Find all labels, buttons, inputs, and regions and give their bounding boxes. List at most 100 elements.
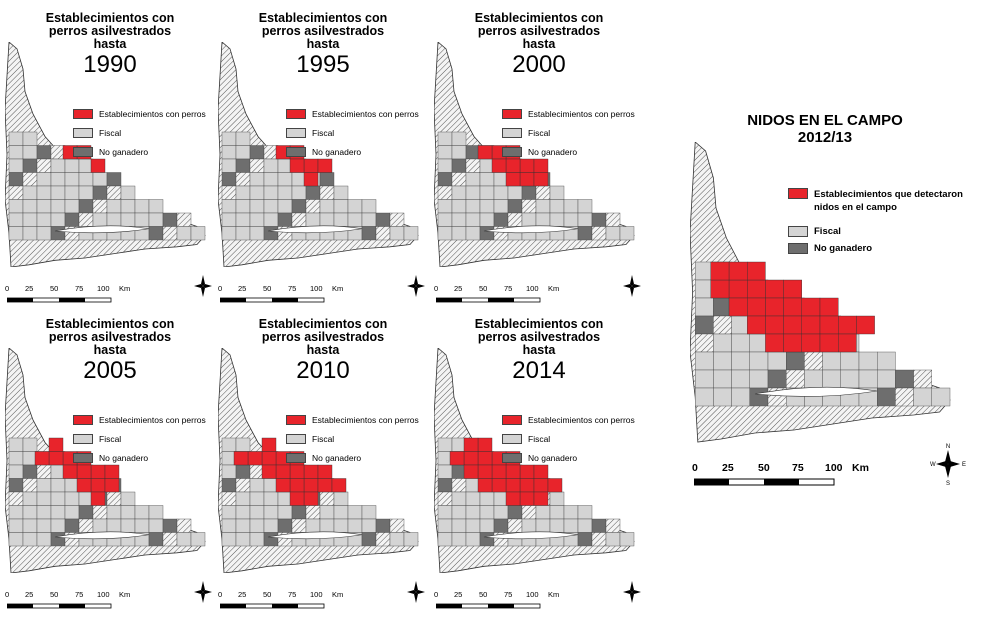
legend-swatch bbox=[502, 452, 522, 463]
lake-shape bbox=[483, 531, 579, 540]
panel-year: 2010 bbox=[296, 357, 350, 384]
legend-item: No ganadero bbox=[502, 452, 635, 463]
property-parcels bbox=[221, 131, 419, 241]
legend-swatch bbox=[73, 127, 93, 138]
legend-swatch bbox=[286, 146, 306, 157]
legend-label: No ganadero bbox=[312, 452, 362, 463]
island-map bbox=[218, 42, 419, 267]
legend-label: Establecimientos con perros bbox=[99, 414, 206, 425]
legend-label: Fiscal bbox=[312, 127, 335, 138]
legend-label: No ganadero bbox=[312, 146, 362, 157]
legend-item-fiscal: Fiscal bbox=[788, 226, 974, 237]
legend-item: No ganadero bbox=[73, 146, 206, 157]
nests-map bbox=[690, 142, 951, 443]
legend-item: Establecimientos con perros bbox=[73, 108, 206, 119]
panel-year: 2000 bbox=[512, 51, 566, 78]
scale-bar: 0 25 50 75 100 Km bbox=[434, 284, 634, 312]
legend-swatch bbox=[502, 414, 522, 425]
legend-item: Fiscal bbox=[73, 433, 206, 444]
nests-map-legend: Establecimientos que detectaron nidos en… bbox=[788, 188, 974, 266]
legend-label: Fiscal bbox=[528, 127, 551, 138]
legend-swatch bbox=[502, 433, 522, 444]
panel-year: 1995 bbox=[296, 51, 350, 78]
compass-rose-icon bbox=[407, 275, 425, 297]
map-legend: Establecimientos con perros Fiscal No gana… bbox=[73, 414, 206, 471]
legend-item: No ganadero bbox=[502, 146, 635, 157]
panel-title: Establecimientos con perros asilvestrados… bbox=[45, 11, 175, 51]
panel-year: 2014 bbox=[512, 357, 566, 384]
legend-item: No ganadero bbox=[286, 452, 419, 463]
compass-rose-icon bbox=[407, 581, 425, 603]
legend-label: Fiscal bbox=[99, 433, 122, 444]
nests-map-scale: 0 25 50 75 100 Km bbox=[692, 462, 869, 492]
legend-swatch bbox=[73, 433, 93, 444]
legend-item: Establecimientos con perros bbox=[502, 414, 635, 425]
lake-shape bbox=[483, 225, 579, 234]
map-legend: Establecimientos con perros Fiscal No gana… bbox=[286, 414, 419, 471]
lake-shape bbox=[267, 531, 363, 540]
island-map bbox=[434, 42, 635, 267]
scale-bar: 0 25 50 75 100 Km bbox=[218, 590, 418, 618]
nests-map-panel: NIDOS EN EL CAMPO 2012/13 Establecimient… bbox=[690, 112, 980, 612]
legend-swatch-fiscal bbox=[788, 226, 808, 237]
scale-bar: 0 25 50 75 100 Km bbox=[5, 590, 205, 618]
compass-rose-icon bbox=[623, 275, 641, 297]
legend-item: Fiscal bbox=[286, 127, 419, 138]
legend-swatch bbox=[286, 108, 306, 119]
panel-year: 1990 bbox=[83, 51, 137, 78]
legend-item: Establecimientos con perros bbox=[73, 414, 206, 425]
panel-year: 2005 bbox=[83, 357, 137, 384]
legend-label: Establecimientos con perros bbox=[99, 108, 206, 119]
property-parcels bbox=[8, 131, 206, 241]
legend-swatch bbox=[286, 452, 306, 463]
legend-swatch bbox=[73, 108, 93, 119]
scale-bar: 0 25 50 75 100 Km bbox=[434, 590, 634, 618]
legend-item-nests: Establecimientos que detectaron nidos en… bbox=[788, 188, 974, 214]
panel-title: Establecimientos con perros asilvestrados… bbox=[474, 11, 604, 51]
nests-map-title: NIDOS EN EL CAMPO 2012/13 bbox=[747, 112, 903, 146]
lake-shape bbox=[54, 225, 150, 234]
map-panel-2005: Establecimientos con perros asilvestrados… bbox=[5, 318, 215, 618]
map-legend: Establecimientos con perros Fiscal No gana… bbox=[502, 414, 635, 471]
legend-swatch bbox=[286, 127, 306, 138]
legend-label: No ganadero bbox=[99, 452, 149, 463]
scale-bar: 0 25 50 75 100 Km bbox=[218, 284, 418, 312]
svg-text:E: E bbox=[962, 462, 966, 468]
legend-swatch-no-ganadero bbox=[788, 243, 808, 254]
map-legend: Establecimientos con perros Fiscal No gana… bbox=[73, 108, 206, 165]
legend-swatch bbox=[286, 433, 306, 444]
dog-establishments-area bbox=[449, 437, 563, 506]
legend-label: No ganadero bbox=[528, 146, 578, 157]
legend-item: Fiscal bbox=[502, 127, 635, 138]
lake-shape bbox=[754, 386, 878, 397]
map-panel-2014: Establecimientos con perros asilvestrados… bbox=[434, 318, 644, 618]
legend-label: Fiscal bbox=[312, 433, 335, 444]
legend-swatch bbox=[502, 108, 522, 119]
map-panel-1995: Establecimientos con perros asilvestrados… bbox=[218, 12, 428, 312]
dog-establishments-area bbox=[710, 261, 875, 353]
compass-rose-icon bbox=[194, 275, 212, 297]
legend-swatch bbox=[73, 146, 93, 157]
compass-rose-icon bbox=[194, 581, 212, 603]
svg-text:N: N bbox=[946, 444, 950, 450]
legend-label: Fiscal bbox=[528, 433, 551, 444]
legend-label: Fiscal bbox=[99, 127, 122, 138]
compass-rose-icon bbox=[623, 581, 641, 603]
panel-title: Establecimientos con perros asilvestrados… bbox=[474, 317, 604, 357]
legend-item-no-ganadero: No ganadero bbox=[788, 243, 974, 254]
legend-item: Establecimientos con perros bbox=[502, 108, 635, 119]
island-map bbox=[5, 42, 206, 267]
scale-bar bbox=[694, 478, 835, 486]
scale-bar: 0 25 50 75 100 Km bbox=[5, 284, 205, 312]
map-legend: Establecimientos con perros Fiscal No gana… bbox=[502, 108, 635, 165]
legend-label: Establecimientos con perros bbox=[312, 414, 419, 425]
island-map bbox=[434, 348, 635, 573]
legend-swatch bbox=[73, 414, 93, 425]
legend-item: No ganadero bbox=[73, 452, 206, 463]
legend-item: Fiscal bbox=[286, 433, 419, 444]
panel-title: Establecimientos con perros asilvestrados… bbox=[258, 317, 388, 357]
svg-text:W: W bbox=[930, 462, 936, 468]
legend-swatch-red bbox=[788, 188, 808, 199]
lake-shape bbox=[267, 225, 363, 234]
legend-item: No ganadero bbox=[286, 146, 419, 157]
